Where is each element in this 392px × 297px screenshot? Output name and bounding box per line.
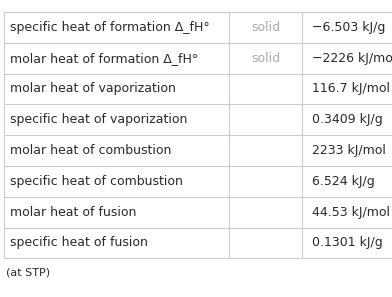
Text: (at STP): (at STP) [6,267,50,277]
Text: 44.53 kJ/mol: 44.53 kJ/mol [312,206,390,219]
Text: 0.3409 kJ/g: 0.3409 kJ/g [312,113,382,126]
Text: −6.503 kJ/g: −6.503 kJ/g [312,21,385,34]
Text: specific heat of fusion: specific heat of fusion [10,236,148,249]
Text: specific heat of vaporization: specific heat of vaporization [10,113,187,126]
Text: 0.1301 kJ/g: 0.1301 kJ/g [312,236,382,249]
Text: solid: solid [251,52,280,65]
Text: specific heat of combustion: specific heat of combustion [10,175,183,188]
Text: molar heat of formation Δ_fH°: molar heat of formation Δ_fH° [10,52,198,65]
Text: 116.7 kJ/mol: 116.7 kJ/mol [312,82,390,95]
Text: solid: solid [251,21,280,34]
Text: −2226 kJ/mol: −2226 kJ/mol [312,52,392,65]
Text: specific heat of formation Δ_fH°: specific heat of formation Δ_fH° [10,21,210,34]
Text: molar heat of vaporization: molar heat of vaporization [10,82,176,95]
Text: 2233 kJ/mol: 2233 kJ/mol [312,144,385,157]
Text: 6.524 kJ/g: 6.524 kJ/g [312,175,374,188]
Text: molar heat of combustion: molar heat of combustion [10,144,171,157]
Text: molar heat of fusion: molar heat of fusion [10,206,136,219]
